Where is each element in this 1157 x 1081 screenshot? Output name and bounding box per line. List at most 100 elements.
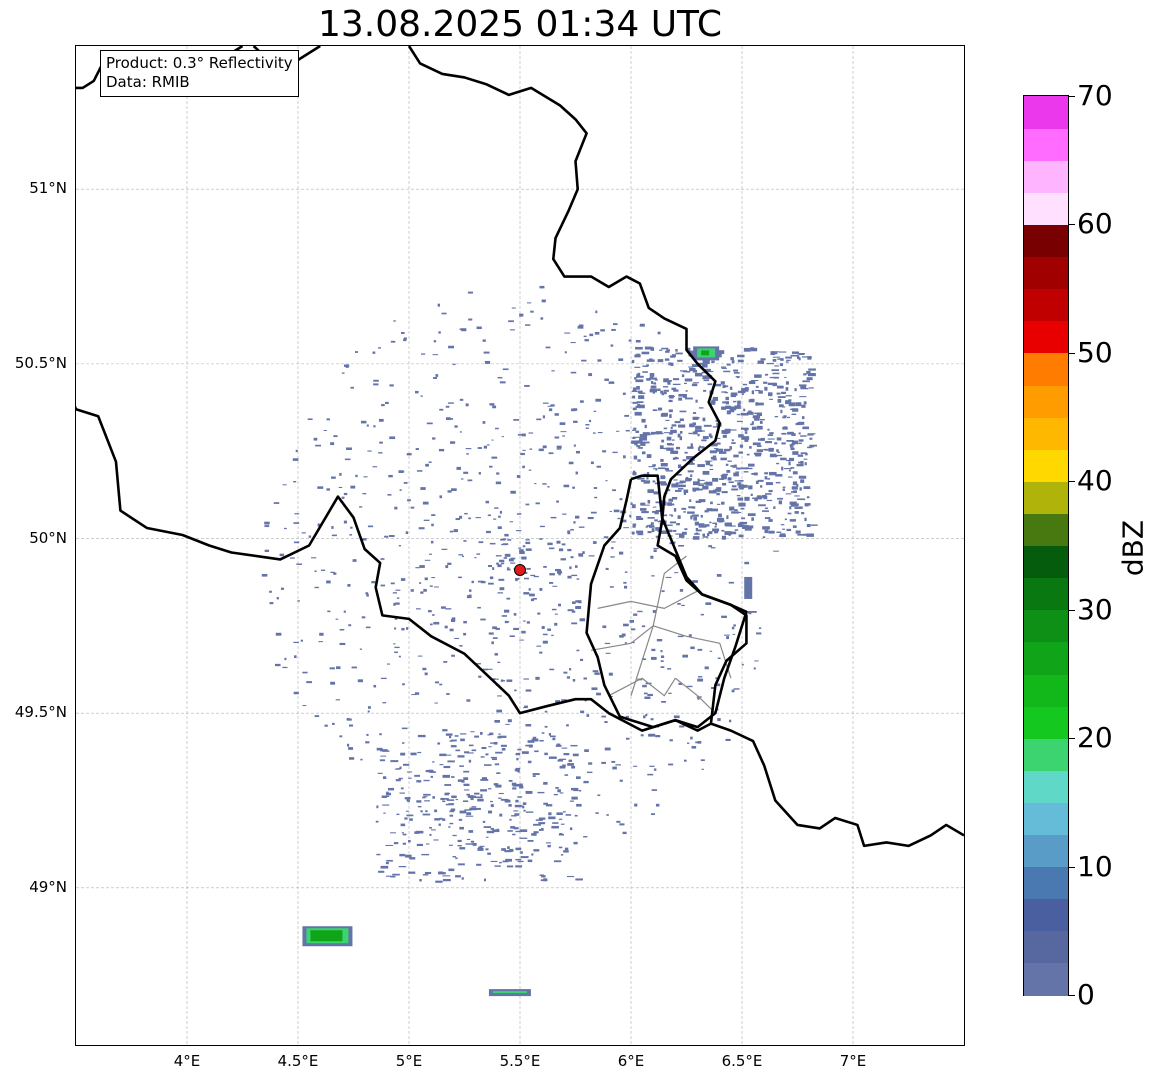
echo-cell: [562, 764, 566, 767]
echo-cell: [689, 367, 696, 372]
echo-cell: [645, 364, 650, 366]
echo-cell: [458, 576, 462, 579]
echo-cell: [737, 376, 740, 379]
echo-cell: [415, 830, 424, 834]
echo-cell: [594, 331, 600, 335]
echo-cell: [639, 323, 645, 327]
echo-cell: [339, 642, 346, 646]
echo-cell: [294, 541, 300, 544]
echo-cell: [516, 757, 519, 761]
echo-cell: [492, 567, 495, 570]
echo-cell: [433, 340, 437, 343]
echo-cell: [409, 818, 413, 821]
echo-cell: [756, 453, 762, 457]
echo-cell: [641, 451, 646, 455]
echo-cell: [482, 668, 488, 671]
echo-cell: [796, 483, 799, 488]
echo-cell: [407, 499, 411, 502]
radar-map[interactable]: [75, 45, 965, 1046]
echo-cell: [613, 509, 620, 513]
echo-cell: [488, 582, 494, 585]
echo-cell: [476, 553, 481, 555]
echo-cell: [699, 479, 705, 481]
map-canvas[interactable]: [76, 46, 964, 1045]
echo-cell: [608, 381, 615, 384]
echo-cell: [507, 830, 513, 832]
echo-cell: [670, 355, 675, 358]
echo-cell: [679, 410, 687, 413]
echo-cell: [455, 518, 461, 521]
echo-cell: [587, 516, 594, 520]
echo-cell: [584, 339, 589, 342]
echo-cell: [480, 618, 486, 621]
echo-cell: [777, 385, 784, 389]
echo-cell: [461, 779, 465, 783]
echo-cell: [264, 549, 270, 552]
echo-cell: [754, 412, 762, 415]
echo-cell: [390, 582, 395, 585]
echo-cell: [747, 513, 756, 517]
echo-cell: [486, 530, 491, 534]
echo-cell: [572, 753, 579, 757]
echo-cell: [632, 401, 638, 404]
echo-cell: [647, 517, 655, 519]
echo-cell: [688, 432, 693, 435]
echo-cell: [543, 802, 549, 805]
echo-cell: [621, 633, 626, 637]
echo-cell: [738, 511, 742, 514]
echo-cell: [555, 744, 562, 747]
echo-cell: [673, 479, 678, 481]
echo-cell: [382, 776, 387, 780]
echo-cell: [509, 818, 512, 821]
echo-cell: [765, 482, 773, 486]
echo-cell: [655, 535, 659, 538]
echo-cell: [596, 465, 602, 468]
echo-cell: [499, 813, 503, 817]
echo-cell: [651, 575, 655, 577]
echo-cell: [792, 525, 797, 528]
echo-cell: [601, 761, 606, 764]
echo-cell: [769, 432, 774, 435]
echo-cell: [725, 396, 729, 401]
echo-cell: [488, 788, 492, 790]
echo-cell: [593, 410, 597, 412]
echo-cell: [378, 452, 383, 454]
echo-cell: [774, 365, 779, 367]
echo-cell: [462, 800, 469, 803]
echo-cell: [430, 540, 434, 544]
echo-cell: [709, 443, 718, 447]
echo-cell: [560, 558, 566, 561]
echo-cell: [450, 745, 457, 748]
echo-cell: [571, 601, 576, 604]
echo-cell: [661, 590, 665, 593]
echo-cell: [714, 525, 717, 528]
echo-cell: [642, 371, 648, 373]
echo-cell: [736, 495, 741, 497]
echo-cell: [361, 538, 367, 541]
echo-cell: [721, 501, 725, 505]
echo-cell: [367, 706, 371, 709]
echo-cell: [710, 547, 716, 549]
echo-cell: [331, 534, 337, 537]
echo-cell: [790, 447, 795, 451]
echo-cell: [573, 444, 576, 447]
echo-cell: [539, 525, 545, 528]
echo-cell: [463, 620, 467, 624]
echo-cell: [449, 628, 454, 632]
echo-cell: [394, 627, 397, 630]
echo-cell: [434, 702, 438, 704]
echo-cell: [542, 633, 548, 636]
echo-cell: [505, 621, 510, 623]
echo-cell: [786, 459, 793, 462]
echo-cell: [571, 574, 578, 577]
echo-cell: [739, 444, 744, 448]
echo-cell: [524, 571, 528, 574]
echo-cell: [649, 373, 655, 377]
echo-cell: [673, 715, 680, 719]
echo-cell: [459, 826, 464, 830]
echo-cell: [758, 390, 763, 394]
echo-cell: [668, 399, 673, 403]
echo-cell: [725, 405, 731, 409]
echo-cell: [791, 351, 800, 354]
echo-cell: [694, 533, 700, 535]
